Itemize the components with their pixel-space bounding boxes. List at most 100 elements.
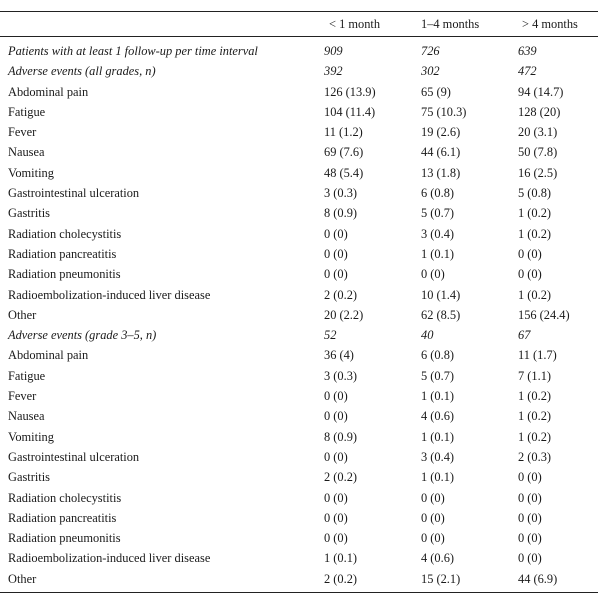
value-gt-4-months: 128 (20) <box>518 104 561 119</box>
table-row: Radiation pancreatitis 0 (0) 1 (0.1) 0 (0) <box>0 244 598 264</box>
table-row: Fatigue 104 (11.4) 75 (10.3) 128 (20) <box>0 102 598 122</box>
value-1-4-months: 44 (6.1) <box>421 145 461 160</box>
table-row: Radioembolization-induced liver disease 2… <box>0 285 598 305</box>
value-lt-1-month: 0 (0) <box>324 389 348 404</box>
value-gt-4-months: 11 (1.7) <box>518 348 557 363</box>
value-gt-4-months: 50 (7.8) <box>518 145 558 160</box>
value-lt-1-month: 2 (0.2) <box>324 568 421 594</box>
value-1-4-months: 3 (0.4) <box>421 226 455 241</box>
value-1-4-months: 5 (0.7) <box>421 368 455 383</box>
row-label: Fever <box>8 125 37 140</box>
table-row: Vomiting 48 (5.4) 13 (1.8) 16 (2.5) <box>0 163 598 183</box>
value-lt-1-month: 0 (0) <box>324 510 348 525</box>
table-row: Fever 0 (0) 1 (0.1) 1 (0.2) <box>0 386 598 406</box>
table-row: Radiation cholecystitis 0 (0) 3 (0.4) 1 (0.… <box>0 224 598 244</box>
table-row: Other 20 (2.2) 62 (8.5) 156 (24.4) <box>0 305 598 325</box>
value-1-4-months: 4 (0.6) <box>421 409 455 424</box>
value-gt-4-months: 0 (0) <box>518 246 542 261</box>
row-label: Fever <box>8 389 37 404</box>
value-gt-4-months: 67 <box>518 328 531 343</box>
table-row: Radiation pneumonitis 0 (0) 0 (0) 0 (0) <box>0 264 598 284</box>
table-row: Radiation pancreatitis 0 (0) 0 (0) 0 (0) <box>0 508 598 528</box>
row-label: Gastrointestinal ulceration <box>8 449 140 464</box>
value-1-4-months: 1 (0.1) <box>421 470 455 485</box>
table-row: Radiation pneumonitis 0 (0) 0 (0) 0 (0) <box>0 528 598 548</box>
value-lt-1-month: 0 (0) <box>324 409 348 424</box>
value-gt-4-months: 156 (24.4) <box>518 307 570 322</box>
adverse-events-table: < 1 month 1–4 months > 4 months Patients… <box>0 11 598 594</box>
value-gt-4-months: 16 (2.5) <box>518 165 558 180</box>
table-row: Radioembolization-induced liver disease 1… <box>0 548 598 568</box>
value-1-4-months: 1 (0.1) <box>421 389 455 404</box>
table-row: Other 2 (0.2) 15 (2.1) 44 (6.9) <box>0 568 598 594</box>
table-row: Gastrointestinal ulceration 0 (0) 3 (0.4) 2… <box>0 447 598 467</box>
table-row: Gastritis 2 (0.2) 1 (0.1) 0 (0) <box>0 467 598 487</box>
value-1-4-months: 1 (0.1) <box>421 246 455 261</box>
value-lt-1-month: 2 (0.2) <box>324 287 358 302</box>
value-1-4-months: 1 (0.1) <box>421 429 455 444</box>
value-lt-1-month: 3 (0.3) <box>324 368 358 383</box>
value-gt-4-months: 2 (0.3) <box>518 449 552 464</box>
value-lt-1-month: 36 (4) <box>324 348 354 363</box>
row-label: Patients with at least 1 follow-up per t… <box>8 44 258 58</box>
value-1-4-months: 75 (10.3) <box>421 104 467 119</box>
value-gt-4-months: 639 <box>518 44 537 58</box>
value-gt-4-months: 0 (0) <box>518 551 542 566</box>
row-label: Fatigue <box>8 368 46 383</box>
value-1-4-months: 302 <box>421 64 440 79</box>
value-lt-1-month: 0 (0) <box>324 226 348 241</box>
value-lt-1-month: 0 (0) <box>324 531 348 546</box>
table-row: Nausea 0 (0) 4 (0.6) 1 (0.2) <box>0 406 598 426</box>
value-lt-1-month: 2 (0.2) <box>324 470 358 485</box>
row-label: Gastritis <box>8 206 50 221</box>
value-lt-1-month: 69 (7.6) <box>324 145 364 160</box>
value-lt-1-month: 0 (0) <box>324 246 348 261</box>
row-label: Adverse events (grade 3–5, n) <box>8 328 157 343</box>
value-gt-4-months: 1 (0.2) <box>518 226 552 241</box>
value-gt-4-months: 0 (0) <box>518 531 542 546</box>
header-1-4-months: 1–4 months <box>421 11 518 37</box>
header-row: < 1 month 1–4 months > 4 months <box>0 11 598 37</box>
value-1-4-months: 5 (0.7) <box>421 206 455 221</box>
row-label: Other <box>0 568 324 594</box>
row-label: Gastrointestinal ulceration <box>8 186 140 201</box>
row-label: Radiation cholecystitis <box>8 490 122 505</box>
row-label: Radioembolization-induced liver disease <box>8 287 211 302</box>
value-lt-1-month: 0 (0) <box>324 490 348 505</box>
value-gt-4-months: 1 (0.2) <box>518 206 552 221</box>
value-1-4-months: 0 (0) <box>421 267 445 282</box>
value-lt-1-month: 104 (11.4) <box>324 104 376 119</box>
value-lt-1-month: 8 (0.9) <box>324 206 358 221</box>
table-header: < 1 month 1–4 months > 4 months <box>0 11 598 37</box>
value-lt-1-month: 8 (0.9) <box>324 429 358 444</box>
value-gt-4-months: 1 (0.2) <box>518 409 552 424</box>
row-label: Radioembolization-induced liver disease <box>8 551 211 566</box>
header-gt-4-months: > 4 months <box>518 11 598 37</box>
table-row: Abdominal pain 36 (4) 6 (0.8) 11 (1.7) <box>0 345 598 365</box>
value-1-4-months: 0 (0) <box>421 490 445 505</box>
value-1-4-months: 40 <box>421 328 434 343</box>
table-body: Patients with at least 1 follow-up per t… <box>0 37 598 594</box>
value-1-4-months: 62 (8.5) <box>421 307 461 322</box>
row-label: Radiation pancreatitis <box>8 246 117 261</box>
value-lt-1-month: 52 <box>324 328 337 343</box>
value-1-4-months: 3 (0.4) <box>421 449 455 464</box>
row-label: Radiation pneumonitis <box>8 267 121 282</box>
value-1-4-months: 13 (1.8) <box>421 165 461 180</box>
value-gt-4-months: 7 (1.1) <box>518 368 552 383</box>
value-gt-4-months: 0 (0) <box>518 267 542 282</box>
value-gt-4-months: 1 (0.2) <box>518 287 552 302</box>
value-gt-4-months: 472 <box>518 64 537 79</box>
header-label-cell <box>0 11 324 37</box>
value-1-4-months: 0 (0) <box>421 510 445 525</box>
value-1-4-months: 10 (1.4) <box>421 287 461 302</box>
value-gt-4-months: 94 (14.7) <box>518 84 564 99</box>
row-label: Vomiting <box>8 165 54 180</box>
value-gt-4-months: 20 (3.1) <box>518 125 558 140</box>
value-lt-1-month: 1 (0.1) <box>324 551 358 566</box>
table-group-row: Patients with at least 1 follow-up per t… <box>0 37 598 62</box>
value-lt-1-month: 0 (0) <box>324 449 348 464</box>
value-lt-1-month: 392 <box>324 64 343 79</box>
value-1-4-months: 6 (0.8) <box>421 186 455 201</box>
value-1-4-months: 0 (0) <box>421 531 445 546</box>
